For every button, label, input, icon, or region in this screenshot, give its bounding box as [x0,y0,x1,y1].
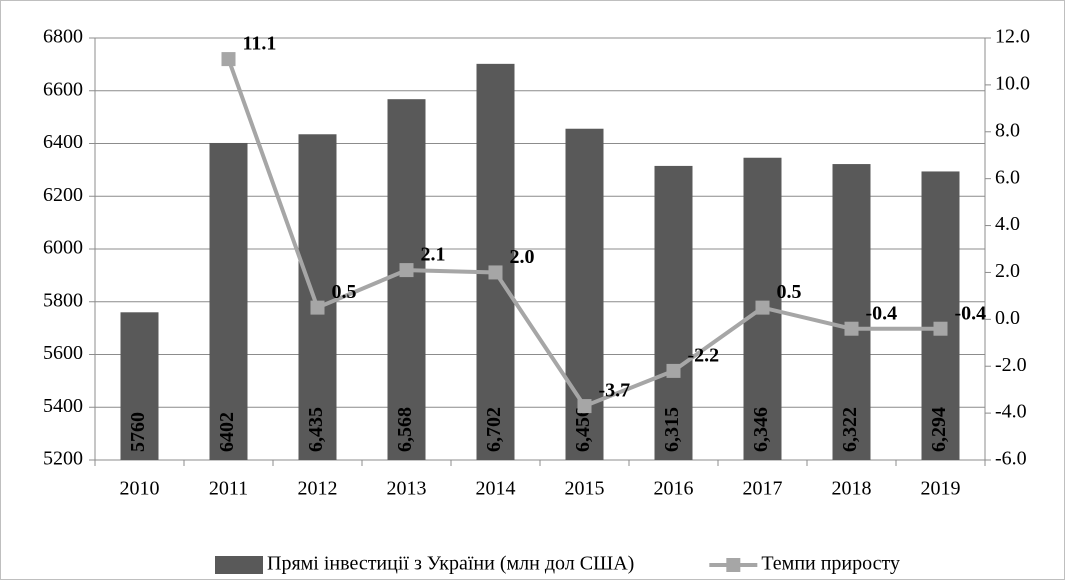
bar-value-label: 6,315 [661,407,683,452]
y2-tick-label: 2.0 [995,260,1020,282]
y2-tick-label: 10.0 [995,72,1030,94]
y-tick-label: 5800 [43,289,83,311]
line-value-label: 0.5 [777,281,802,303]
line-marker [755,300,770,315]
bar [120,312,159,460]
line-marker [844,321,859,336]
legend-swatch [215,556,263,574]
bar-value-label: 6402 [216,412,238,452]
x-tick-label: 2011 [209,478,248,500]
bar-value-label: 6,702 [483,407,505,452]
y-tick-label: 6600 [43,78,83,100]
line-marker [577,399,592,414]
x-tick-label: 2013 [387,478,427,500]
bar [209,142,248,460]
line-marker [933,321,948,336]
x-tick-label: 2012 [298,478,338,500]
bar [654,165,693,460]
y-tick-label: 6200 [43,184,83,206]
x-tick-label: 2014 [476,478,516,500]
x-tick-label: 2019 [921,478,961,500]
line-marker [666,363,681,378]
y2-tick-label: -2.0 [995,354,1027,376]
bar-value-label: 6,435 [305,407,327,452]
line-value-label: 0.5 [332,281,357,303]
bar [387,99,426,460]
y2-tick-label: -6.0 [995,448,1027,470]
x-tick-label: 2015 [565,478,605,500]
line-value-label: -0.4 [866,302,898,324]
line-marker [488,265,503,280]
line-marker [221,52,236,67]
bar-value-label: 6,456 [572,407,594,452]
line-value-label: 2.0 [510,246,535,268]
bar [298,134,337,461]
y-tick-label: 6800 [43,26,83,48]
line-value-label: -2.2 [688,345,720,367]
y-tick-label: 5400 [43,395,83,417]
line-value-label: 11.1 [243,33,277,55]
line-marker [310,300,325,315]
y2-tick-label: 0.0 [995,307,1020,329]
legend-label: Прямі інвестиції з України (млн дол США) [267,553,634,575]
line-value-label: 2.1 [421,244,446,266]
line-value-label: -3.7 [599,380,631,402]
bar-value-label: 5760 [127,412,149,452]
y-tick-label: 5600 [43,342,83,364]
line-marker [399,263,414,278]
y-tick-label: 6400 [43,131,83,153]
y2-tick-label: -4.0 [995,401,1027,423]
bar [476,63,515,460]
x-tick-label: 2018 [832,478,872,500]
y2-tick-label: 6.0 [995,166,1020,188]
bar-value-label: 6,322 [839,407,861,452]
x-tick-label: 2016 [654,478,694,500]
x-tick-label: 2010 [120,478,160,500]
bar [832,164,871,460]
bar-value-label: 6,568 [394,407,416,452]
legend-swatch [726,558,741,572]
bar-value-label: 6,294 [928,407,950,452]
y-tick-label: 6000 [43,237,83,259]
bar-value-label: 6,346 [750,407,772,452]
x-tick-label: 2017 [743,478,783,500]
y2-tick-label: 12.0 [995,26,1030,48]
y-tick-label: 5200 [43,448,83,470]
legend-label: Темпи приросту [761,553,900,575]
bar [921,171,960,460]
y2-tick-label: 8.0 [995,119,1020,141]
y2-tick-label: 4.0 [995,213,1020,235]
line-value-label: -0.4 [955,302,987,324]
